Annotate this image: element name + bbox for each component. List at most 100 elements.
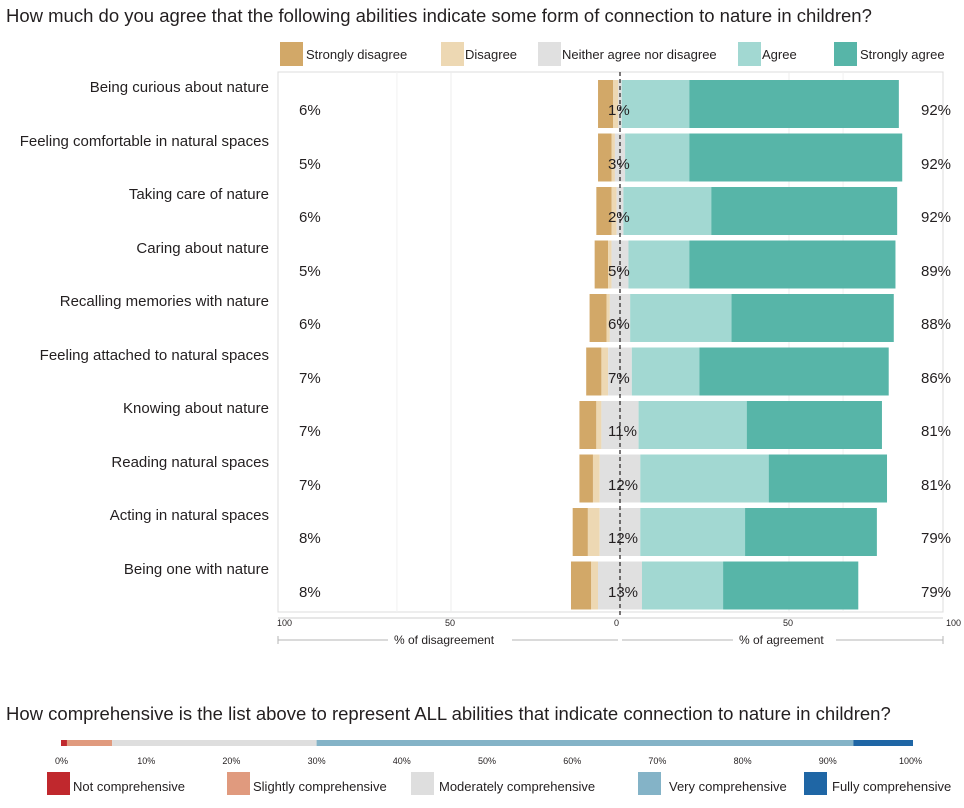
bar-strongly-disagree — [586, 347, 602, 396]
agree-pct-label: 79% — [921, 530, 952, 547]
comp-tick-label: 70% — [648, 756, 667, 766]
category-label: Feeling comfortable in natural spaces — [19, 132, 269, 150]
bar-agree — [640, 508, 746, 556]
x-axis-label-agreement: % of agreement — [739, 633, 824, 647]
legend-label: Strongly agree — [860, 47, 945, 62]
bar-disagree — [592, 454, 600, 503]
neutral-pct-label: 11% — [608, 423, 637, 440]
comp-tick-label: 90% — [818, 756, 837, 766]
bar-neutral — [608, 347, 632, 396]
legend-swatch — [804, 772, 827, 795]
bar-strongly-disagree — [579, 454, 593, 503]
bar-strongly-disagree — [598, 80, 614, 128]
bar-agree — [640, 454, 769, 503]
agree-pct-label: 92% — [921, 102, 952, 119]
bar-strongly-disagree — [572, 508, 588, 556]
neutral-pct-label: 7% — [608, 369, 630, 387]
comp-tick-label: 40% — [392, 756, 411, 766]
x-tick-label: 50 — [445, 618, 456, 628]
legend-swatch — [411, 772, 434, 795]
neutral-pct-label: 3% — [608, 155, 630, 173]
x-tick-label: 100 — [946, 618, 962, 628]
x-tick-label: 100 — [277, 618, 293, 628]
legend-swatch — [738, 42, 761, 66]
legend-label: Strongly disagree — [306, 47, 408, 62]
legend-swatch — [638, 772, 661, 795]
category-label: Knowing about nature — [123, 400, 269, 417]
neutral-pct-label: 6% — [608, 316, 630, 333]
x-axis-label-disagreement: % of disagreement — [394, 633, 495, 647]
neutral-pct-label: 2% — [608, 209, 630, 226]
comp-tick-label: 60% — [563, 756, 582, 766]
legend-swatch — [441, 42, 464, 66]
bar-fully-comprehensive — [853, 740, 913, 746]
legend-swatch — [834, 42, 857, 66]
bar-disagree — [611, 133, 615, 182]
category-label: Recalling memories with nature — [59, 293, 269, 310]
bar-disagree — [608, 240, 612, 289]
bar-agree — [641, 561, 724, 610]
bar-strongly-disagree — [589, 294, 607, 342]
comp-tick-label: 0% — [55, 756, 69, 766]
chart-title-2: How comprehensive is the list above to r… — [6, 703, 891, 724]
diverging-bar-chart — [277, 71, 944, 644]
disagree-pct-label: 5% — [299, 262, 321, 280]
neutral-pct-label: 1% — [608, 102, 630, 119]
comp-tick-label: 80% — [733, 756, 752, 766]
bar-disagree — [591, 561, 599, 610]
bar-disagree — [613, 80, 619, 128]
legend-swatch — [227, 772, 250, 795]
bar-not-comprehensive — [61, 740, 67, 746]
bar-strongly-agree — [731, 294, 894, 342]
disagree-pct-label: 8% — [299, 530, 321, 547]
bar-disagree — [596, 401, 602, 449]
comp-tick-label: 20% — [222, 756, 241, 766]
bar-agree — [630, 294, 732, 342]
bar-slightly-comprehensive — [66, 740, 113, 746]
bar-neutral — [616, 187, 624, 235]
neutral-pct-label: 12% — [608, 530, 639, 547]
comp-tick-label: 100% — [899, 756, 923, 766]
bar-agree — [638, 401, 747, 449]
bar-disagree — [606, 294, 610, 342]
agree-pct-label: 86% — [921, 369, 952, 387]
disagree-pct-label: 7% — [299, 476, 321, 494]
bar-strongly-agree — [723, 561, 859, 610]
legend-swatch — [280, 42, 303, 66]
category-label: Taking care of nature — [128, 186, 269, 203]
legend-label: Disagree — [465, 47, 518, 62]
agree-pct-label: 81% — [921, 476, 952, 494]
bar-very-comprehensive — [316, 740, 854, 746]
comp-tick-label: 10% — [137, 756, 156, 766]
agree-pct-label: 89% — [921, 262, 952, 280]
bar-agree — [631, 347, 700, 396]
legend-swatch — [47, 772, 70, 795]
bar-moderately-comprehensive — [112, 740, 317, 746]
bar-strongly-agree — [746, 401, 882, 449]
agree-pct-label: 92% — [921, 155, 952, 173]
agree-pct-label: 81% — [921, 423, 952, 440]
bar-agree — [621, 80, 690, 128]
bar-strongly-disagree — [598, 133, 612, 182]
agree-pct-label: 92% — [921, 209, 952, 226]
legend-label: Neither agree nor disagree — [562, 47, 717, 62]
bar-agree — [623, 187, 712, 235]
disagree-pct-label: 8% — [299, 583, 321, 601]
bar-strongly-agree — [745, 508, 877, 556]
agree-pct-label: 79% — [921, 583, 952, 601]
legend-label: Fully comprehensive — [832, 779, 952, 794]
category-label: Being one with nature — [123, 560, 269, 578]
category-label: Feeling attached to natural spaces — [39, 346, 269, 364]
legend-label: Very comprehensive — [669, 779, 787, 794]
bar-strongly-agree — [711, 187, 898, 235]
bar-disagree — [587, 508, 600, 556]
chart-title: How much do you agree that the following… — [6, 5, 872, 26]
disagree-pct-label: 5% — [299, 155, 321, 173]
category-label: Being curious about nature — [89, 79, 269, 96]
bar-strongly-disagree — [596, 187, 612, 235]
bar-disagree — [601, 347, 609, 396]
bar-strongly-agree — [699, 347, 889, 396]
legend-label: Not comprehensive — [73, 779, 185, 794]
disagree-pct-label: 7% — [299, 369, 321, 387]
bar-strongly-disagree — [579, 401, 597, 449]
